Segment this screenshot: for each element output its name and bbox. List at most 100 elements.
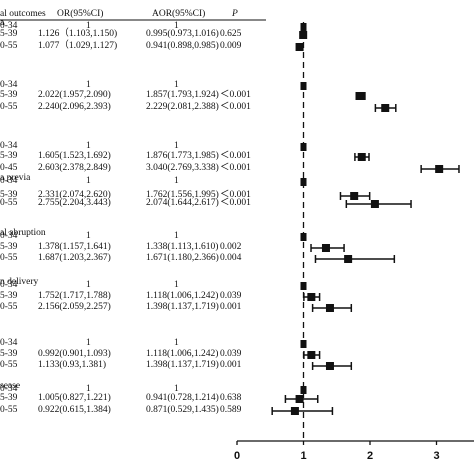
row-aor-value: 1.876(1.773,1.985) bbox=[146, 151, 219, 161]
row-p-value: 0.039 bbox=[220, 349, 242, 359]
row-p-value: 0.004 bbox=[220, 253, 242, 263]
point-estimate bbox=[307, 351, 316, 359]
row-age-label: 0-55 bbox=[0, 405, 18, 415]
row-p-value: ＜0.001 bbox=[220, 198, 251, 208]
point-estimate bbox=[325, 304, 334, 312]
row-aor-value: 2.229(2.081,2.388) bbox=[146, 102, 219, 112]
header-aor: AOR(95%CI) bbox=[152, 9, 206, 19]
row-or-value: 1.126（1.103,1.150) bbox=[38, 29, 118, 39]
row-p-value: 0.589 bbox=[220, 405, 242, 415]
row-p-value: ＜0.001 bbox=[220, 190, 251, 200]
row-p-value: 0.039 bbox=[220, 291, 242, 301]
row-age-label: 5-39 bbox=[0, 190, 18, 200]
row-age-label: 5-39 bbox=[0, 90, 18, 100]
row-age-label: 5-39 bbox=[0, 151, 18, 161]
row-age-label: 5-39 bbox=[0, 349, 18, 359]
point-estimate bbox=[290, 407, 299, 415]
row-aor-value: 1.762(1.556,1.995) bbox=[146, 190, 219, 200]
row-or-value: 1.752(1.717,1.788) bbox=[38, 291, 111, 301]
point-estimate bbox=[307, 293, 316, 301]
group-label: a bbox=[0, 18, 5, 28]
row-aor-value: 1 bbox=[174, 338, 179, 348]
row-age-label: 0-34 bbox=[0, 80, 18, 90]
row-age-label: 0-55 bbox=[0, 198, 18, 208]
row-age-label: 0-55 bbox=[0, 102, 18, 112]
row-or-value: 1 bbox=[86, 176, 91, 186]
row-age-label: 5-39 bbox=[0, 291, 18, 301]
group-label: al abruption bbox=[0, 228, 46, 238]
point-estimate bbox=[435, 165, 444, 173]
row-aor-value: 1.118(1.006,1.242) bbox=[146, 291, 219, 301]
point-estimate bbox=[381, 104, 390, 112]
point-estimate bbox=[356, 92, 365, 100]
row-p-value: ＜0.001 bbox=[220, 102, 251, 112]
row-aor-value: 1.118(1.006,1.242) bbox=[146, 349, 219, 359]
point-estimate bbox=[357, 153, 366, 161]
row-aor-value: 1.398(1.137,1.719) bbox=[146, 360, 219, 370]
row-aor-value: 1 bbox=[174, 231, 179, 241]
row-aor-value: 0.871(0.529,1.435) bbox=[146, 405, 219, 415]
row-age-label: 0-34 bbox=[0, 338, 18, 348]
row-p-value: 0.001 bbox=[220, 360, 242, 370]
row-or-value: 1 bbox=[86, 231, 91, 241]
row-or-value: 1 bbox=[86, 338, 91, 348]
row-or-value: 2.156(2.059,2.257) bbox=[38, 302, 111, 312]
row-aor-value: 1 bbox=[174, 384, 179, 394]
row-or-value: 1.687(1.203,2.367) bbox=[38, 253, 111, 263]
point-estimate bbox=[350, 192, 359, 200]
row-or-value: 1.005(0.827,1.221) bbox=[38, 393, 111, 403]
row-aor-value: 2.074(1.644,2.617) bbox=[146, 198, 219, 208]
row-aor-value: 1.398(1.137,1.719) bbox=[146, 302, 219, 312]
reference-point bbox=[300, 178, 307, 186]
row-or-value: 2.603(2.378,2.849) bbox=[38, 163, 111, 173]
row-p-value: ＜0.001 bbox=[220, 90, 251, 100]
row-age-label: 0-34 bbox=[0, 21, 18, 31]
row-or-value: 1.133(0.93,1.381) bbox=[38, 360, 107, 370]
row-or-value: 1.077（1.029,1.127) bbox=[38, 41, 118, 51]
point-estimate bbox=[321, 244, 330, 252]
point-estimate bbox=[370, 200, 379, 208]
row-age-label: 5-39 bbox=[0, 242, 18, 252]
point-estimate bbox=[295, 43, 304, 51]
row-p-value: 0.625 bbox=[220, 29, 242, 39]
row-or-value: 0.992(0.901,1.093) bbox=[38, 349, 111, 359]
row-age-label: 0-34 bbox=[0, 176, 18, 186]
row-p-value: ＜0.001 bbox=[220, 163, 251, 173]
x-tick-label: 1 bbox=[300, 450, 306, 462]
reference-point bbox=[300, 340, 307, 348]
row-aor-value: 1.671(1.180,2.366) bbox=[146, 253, 219, 263]
point-estimate bbox=[295, 395, 304, 403]
row-p-value: 0.002 bbox=[220, 242, 242, 252]
row-aor-value: 0.941(0.728,1.214) bbox=[146, 393, 219, 403]
row-p-value: 0.009 bbox=[220, 41, 242, 51]
row-aor-value: 1 bbox=[174, 141, 179, 151]
header-outcome: al outcomes bbox=[0, 9, 46, 19]
reference-point bbox=[300, 386, 307, 394]
x-tick-label: 3 bbox=[433, 450, 439, 462]
row-or-value: 1 bbox=[86, 21, 91, 31]
row-or-value: 1 bbox=[86, 384, 91, 394]
row-age-label: 0-34 bbox=[0, 280, 18, 290]
row-or-value: 1 bbox=[86, 280, 91, 290]
row-age-label: 5-39 bbox=[0, 393, 18, 403]
row-or-value: 1.605(1.523,1.692) bbox=[38, 151, 111, 161]
header-p: P bbox=[232, 9, 238, 19]
x-tick-label: 2 bbox=[367, 450, 373, 462]
row-p-value: ＜0.001 bbox=[220, 151, 251, 161]
row-age-label: 0-34 bbox=[0, 141, 18, 151]
x-tick-label: 0 bbox=[234, 450, 240, 462]
reference-point bbox=[300, 282, 307, 290]
row-aor-value: 1 bbox=[174, 280, 179, 290]
row-age-label: 0-45 bbox=[0, 163, 18, 173]
reference-point bbox=[300, 23, 307, 31]
row-aor-value: 0.995(0.973,1.016) bbox=[146, 29, 219, 39]
row-or-value: 2.331(2.074,2.620) bbox=[38, 190, 111, 200]
row-or-value: 2.022(1.957,2.090) bbox=[38, 90, 111, 100]
row-p-value: 0.001 bbox=[220, 302, 242, 312]
row-age-label: 5-39 bbox=[0, 29, 18, 39]
header-or: OR(95%CI) bbox=[57, 9, 104, 19]
row-age-label: 0-34 bbox=[0, 384, 18, 394]
point-estimate bbox=[299, 31, 308, 39]
